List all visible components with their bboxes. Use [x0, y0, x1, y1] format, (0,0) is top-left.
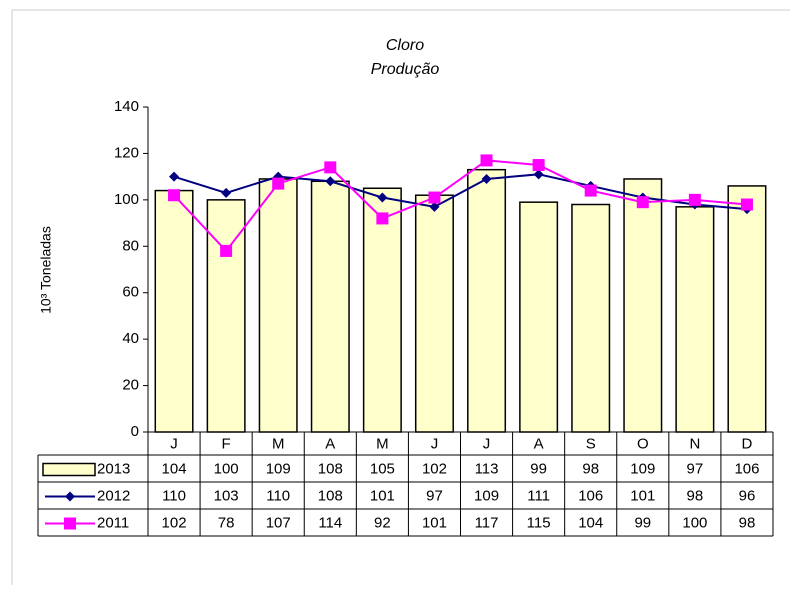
table-value: 101: [370, 487, 395, 504]
table-value: 106: [578, 487, 603, 504]
table-value: 103: [214, 487, 239, 504]
line: [173, 159, 748, 253]
table-value: 96: [739, 487, 756, 504]
legend-label: 2012: [97, 487, 130, 504]
table-value: 101: [422, 514, 447, 531]
y-tick-label: 120: [114, 144, 139, 161]
y-tick-label: 140: [114, 98, 139, 115]
bar: [623, 178, 663, 433]
bar: [362, 187, 402, 433]
x-tick-label: A: [325, 435, 335, 452]
table-value: 100: [682, 514, 707, 531]
bar: [571, 203, 611, 433]
table-value: 107: [266, 514, 291, 531]
table-value: 78: [218, 514, 235, 531]
bar: [310, 180, 350, 433]
y-axis-label: 10³ Toneladas: [38, 226, 54, 314]
bar: [154, 189, 194, 433]
point: [272, 177, 285, 190]
table-value: 111: [527, 487, 550, 504]
bar: [467, 168, 507, 433]
point: [220, 244, 233, 257]
chart-subtitle: Produção: [371, 61, 440, 78]
x-tick-label: A: [534, 435, 544, 452]
x-tick-label: M: [376, 435, 389, 452]
table-value: 113: [475, 460, 499, 477]
table-value: 117: [475, 514, 499, 531]
point: [533, 169, 544, 180]
bar: [258, 178, 298, 433]
bar: [675, 206, 715, 433]
point: [376, 212, 389, 225]
table-value: 102: [162, 514, 187, 531]
x-tick-label: M: [272, 435, 285, 452]
table-value: 98: [687, 487, 704, 504]
line: [173, 173, 748, 211]
bar: [519, 201, 559, 433]
table-value: 99: [530, 460, 547, 477]
y-tick-label: 20: [122, 377, 139, 394]
x-tick-label: J: [483, 435, 491, 452]
point: [532, 159, 545, 172]
legend-marker: [64, 517, 76, 530]
y-tick-label: 60: [122, 284, 139, 301]
table-value: 110: [266, 487, 290, 504]
point: [221, 187, 232, 198]
legend-label: 2013: [97, 460, 130, 477]
table-value: 92: [374, 514, 391, 531]
table-value: 110: [162, 487, 186, 504]
x-tick-label: S: [586, 435, 596, 452]
y-tick-label: 0: [131, 423, 139, 440]
x-tick-label: O: [637, 435, 649, 452]
x-tick-label: F: [222, 435, 231, 452]
table-value: 109: [630, 460, 655, 477]
x-tick-label: N: [689, 435, 700, 452]
point: [429, 201, 440, 212]
point: [377, 192, 388, 203]
bar: [414, 194, 454, 433]
point: [324, 161, 337, 174]
table-value: 102: [422, 460, 447, 477]
legend-marker: [65, 491, 75, 502]
table-value: 104: [162, 460, 187, 477]
table-value: 98: [582, 460, 599, 477]
legend-swatch: [42, 462, 96, 477]
point: [481, 173, 492, 184]
table-value: 114: [318, 514, 342, 531]
y-tick-label: 40: [122, 330, 139, 347]
table-value: 98: [739, 514, 756, 531]
table-value: 105: [370, 460, 395, 477]
table-value: 101: [630, 487, 655, 504]
table-value: 108: [318, 487, 343, 504]
point: [168, 189, 181, 202]
point: [480, 154, 493, 167]
x-tick-label: J: [170, 435, 178, 452]
y-tick-label: 100: [114, 191, 139, 208]
table-value: 99: [634, 514, 651, 531]
point: [428, 191, 441, 204]
table-value: 97: [426, 487, 443, 504]
table-value: 104: [578, 514, 603, 531]
point: [688, 193, 701, 206]
x-tick-label: D: [742, 435, 753, 452]
legend-label: 2011: [97, 514, 129, 531]
x-tick-label: J: [431, 435, 439, 452]
point: [325, 176, 336, 187]
point: [636, 196, 649, 209]
table-value: 109: [266, 460, 291, 477]
point: [740, 198, 753, 211]
table-value: 100: [214, 460, 239, 477]
chart-title: Cloro: [386, 37, 424, 54]
table-value: 106: [734, 460, 759, 477]
table-value: 97: [687, 460, 704, 477]
table-value: 109: [474, 487, 499, 504]
point: [169, 171, 180, 182]
table-value: 108: [318, 460, 343, 477]
table-value: 115: [527, 514, 551, 531]
point: [584, 184, 597, 197]
y-tick-label: 80: [122, 237, 139, 254]
bar: [727, 185, 767, 433]
